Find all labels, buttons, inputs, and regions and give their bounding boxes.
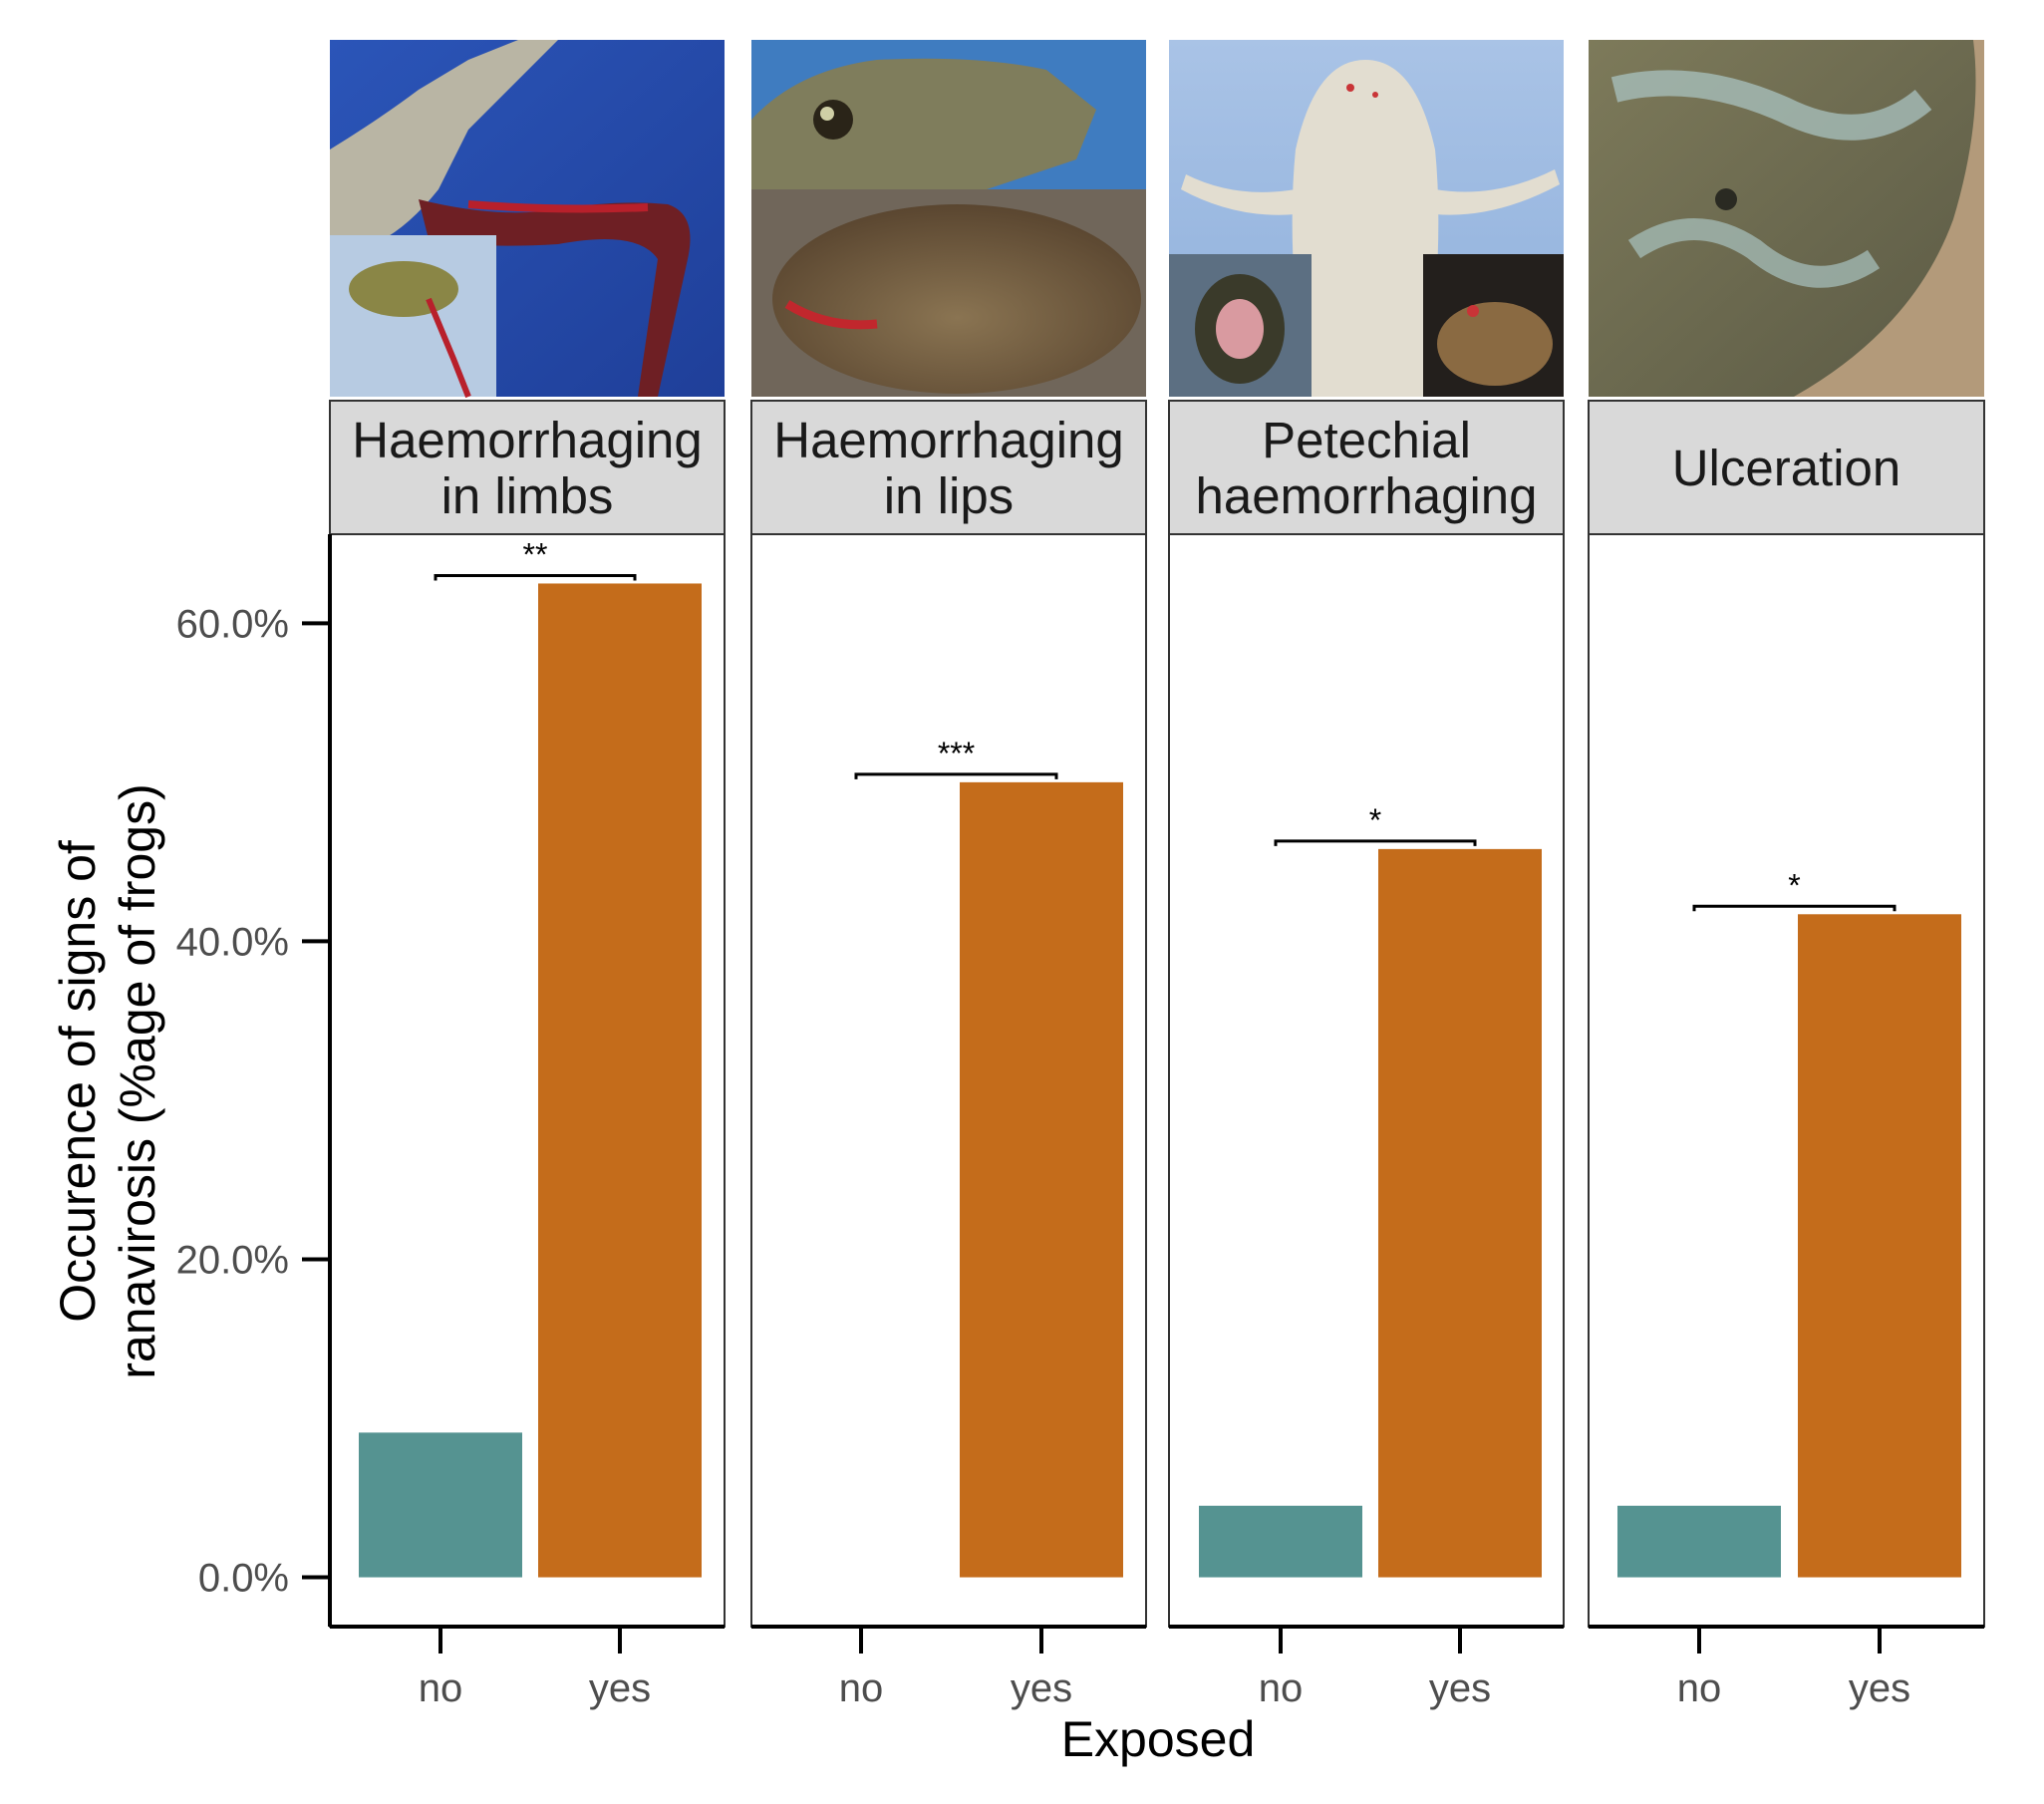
significance-label: ** xyxy=(523,536,548,572)
x-tick-label: yes xyxy=(1011,1666,1072,1710)
bar-no xyxy=(359,1432,522,1578)
significance-bracket xyxy=(1274,839,1477,846)
bar-no xyxy=(1617,1505,1781,1578)
significance-label: *** xyxy=(938,736,975,771)
y-tick-label: 60.0% xyxy=(176,602,289,646)
x-tick-label: no xyxy=(419,1666,463,1710)
facet-strip-label: in limbs xyxy=(441,467,614,524)
facet-strip xyxy=(1588,400,1985,535)
frog-haemorrhaging-limbs-photo xyxy=(330,40,725,399)
significance-bracket xyxy=(1692,904,1897,912)
facet-panel: Ulceration * no yes xyxy=(1588,400,1985,1710)
x-tick-label: yes xyxy=(1849,1666,1910,1710)
bar-yes xyxy=(1798,914,1961,1578)
significance-label: * xyxy=(1369,802,1381,838)
x-tick-label: yes xyxy=(589,1666,651,1710)
y-axis-title-line-1: Occurence of signs of xyxy=(50,840,106,1323)
x-tick-label: no xyxy=(1677,1666,1722,1710)
bar-yes xyxy=(1378,848,1542,1578)
bar-no xyxy=(1199,1505,1362,1578)
x-axis-title: Exposed xyxy=(1061,1711,1256,1767)
facet-strip xyxy=(750,400,1147,535)
facet-strip-label: Haemorrhaging xyxy=(352,412,703,468)
facet-strip-label: haemorrhaging xyxy=(1195,467,1537,524)
frog-haemorrhaging-lips-photo xyxy=(751,40,1146,397)
significance-bracket xyxy=(434,573,637,581)
y-axis: 0.0% 20.0% 40.0% 60.0% xyxy=(176,534,332,1627)
x-tick-label: no xyxy=(839,1666,884,1710)
frog-ulceration-photo xyxy=(1589,40,1984,397)
y-tick-label: 20.0% xyxy=(176,1238,289,1282)
facet-strip-label: in lips xyxy=(884,467,1014,524)
significance-label: * xyxy=(1788,867,1800,903)
bar-yes xyxy=(538,583,702,1578)
frog-petechial-haemorrhaging-photo xyxy=(1169,40,1564,397)
bar-yes xyxy=(960,781,1123,1578)
x-tick-label: no xyxy=(1259,1666,1304,1710)
x-tick-label: yes xyxy=(1429,1666,1491,1710)
y-axis-title-line-2: ranavirosis (%age of frogs) xyxy=(110,783,165,1378)
facet-strip-label: Haemorrhaging xyxy=(773,412,1124,468)
facet-strip-label: Ulceration xyxy=(1672,440,1901,496)
facet-strip xyxy=(1168,400,1565,535)
facet-strip-label: Petechial xyxy=(1262,412,1471,468)
y-tick-label: 0.0% xyxy=(198,1557,289,1601)
y-tick-label: 40.0% xyxy=(176,920,289,964)
significance-bracket xyxy=(854,772,1058,779)
facet-strip xyxy=(329,400,726,535)
